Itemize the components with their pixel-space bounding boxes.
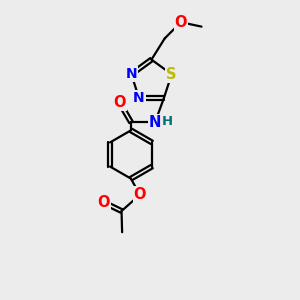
Text: O: O <box>113 95 126 110</box>
Text: H: H <box>162 115 173 128</box>
Text: S: S <box>167 67 177 82</box>
Text: N: N <box>133 91 145 105</box>
Text: O: O <box>175 15 187 30</box>
Text: O: O <box>97 195 110 210</box>
Text: N: N <box>149 115 161 130</box>
Text: N: N <box>125 67 137 81</box>
Text: O: O <box>134 187 146 202</box>
